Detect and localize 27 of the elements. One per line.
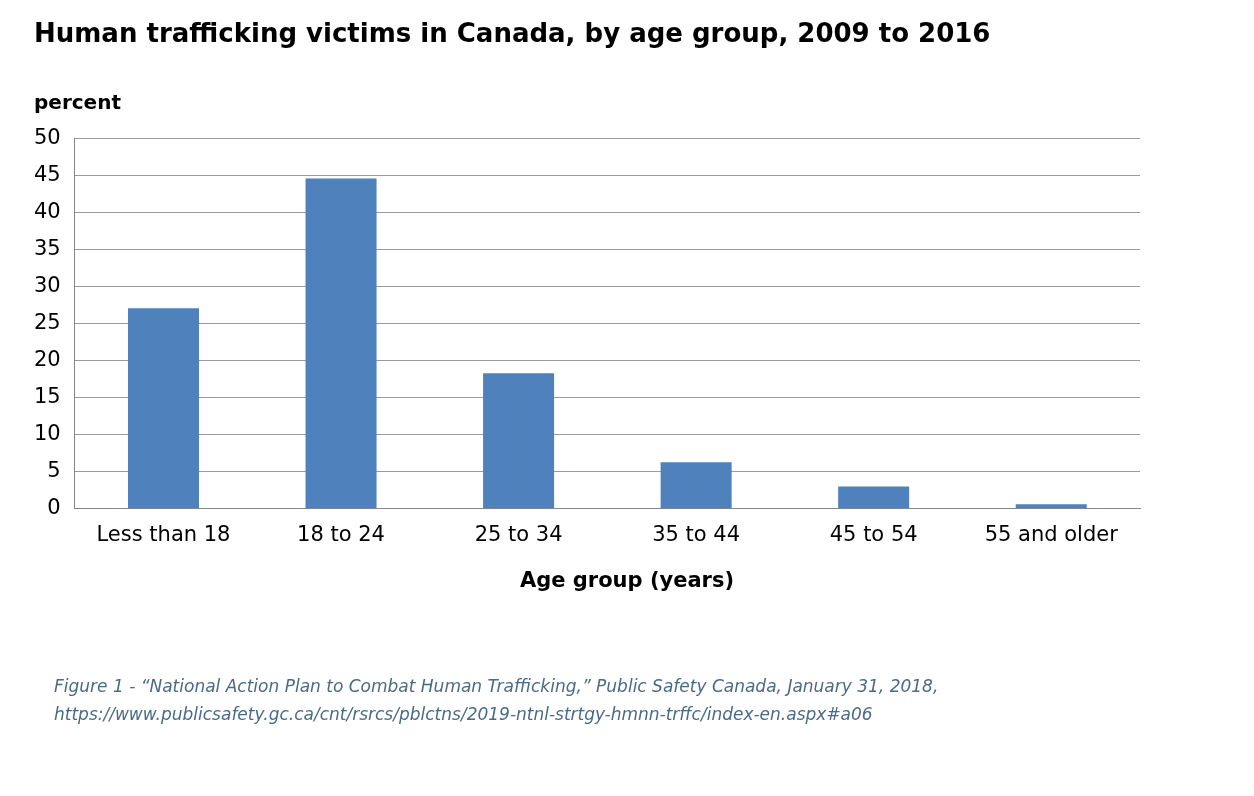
x-tick-label: 55 and older [984, 521, 1119, 546]
y-tick-label: 10 [33, 421, 61, 446]
bar [483, 373, 555, 509]
y-tick-label: 30 [33, 273, 61, 298]
y-tick-label: 0 [47, 495, 61, 520]
x-tick-label: 35 to 44 [652, 521, 741, 546]
chart-title: Human trafficking victims in Canada, by age group, 2009 to 2016 [34, 18, 991, 48]
y-tick-label: 20 [33, 347, 61, 372]
x-tick-label: 25 to 34 [474, 521, 563, 546]
x-tick-label: 45 to 54 [829, 521, 918, 546]
y-tick-label: 50 [33, 125, 61, 150]
y-tick-label: 40 [33, 199, 61, 224]
bar [305, 178, 377, 509]
y-axis-title: percent [34, 90, 121, 114]
x-axis-title: Age group (years) [518, 568, 736, 592]
x-tick-label: 18 to 24 [297, 521, 385, 546]
y-tick-label: 25 [33, 310, 61, 335]
y-tick-label: 5 [47, 458, 61, 483]
x-tick-label: Less than 18 [96, 521, 231, 546]
bar [1015, 504, 1087, 509]
bar [838, 486, 910, 509]
bar [660, 462, 732, 509]
bar [127, 308, 199, 509]
y-tick-label: 45 [33, 162, 61, 187]
caption: Figure 1 - “National Action Plan to Combat Human Trafficking,” Public Safety Canada, January 31, 2018, https://www.publicsafety.gc.ca/cnt/rsrcs/pblctns/2019-ntnl-strtgy-hmnn-trffc/index-en.aspx#a06 [54, 675, 940, 726]
y-tick-label: 35 [33, 236, 61, 261]
y-tick-label: 15 [33, 384, 61, 409]
